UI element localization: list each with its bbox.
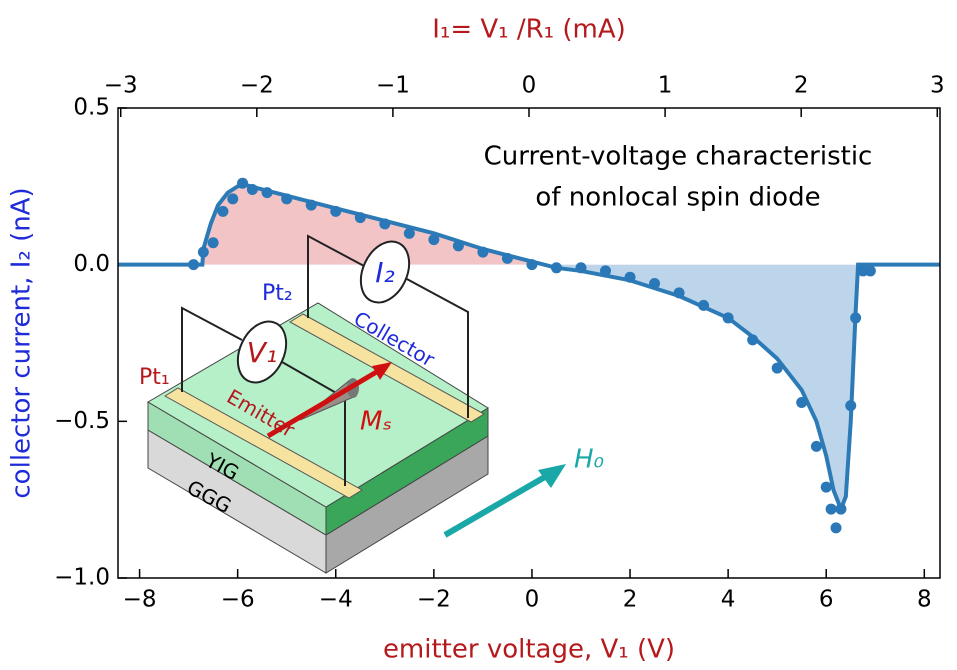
- y-tick-label: −1.0: [54, 565, 110, 591]
- inset-label: V₁: [247, 336, 277, 369]
- y-tick-label: 0.0: [73, 251, 110, 277]
- data-point: [330, 206, 341, 217]
- x-tick-label: 6: [819, 587, 834, 613]
- page: {"chart_data": { "type": "scatter", "tit…: [0, 0, 957, 670]
- data-point: [208, 237, 219, 248]
- y-tick-label: 0.5: [73, 95, 110, 121]
- x-tick-label: 4: [721, 587, 736, 613]
- data-point: [217, 206, 228, 217]
- data-point: [625, 272, 636, 283]
- data-point: [198, 247, 209, 258]
- data-point: [237, 178, 248, 189]
- x-tick-label: −2: [417, 587, 451, 613]
- y-tick-label: −0.5: [54, 408, 110, 434]
- data-point: [526, 259, 537, 270]
- inset-label: I₂: [375, 256, 394, 289]
- data-point: [747, 334, 758, 345]
- data-point: [831, 522, 842, 533]
- data-point: [281, 193, 292, 204]
- x2-axis-label: I₁= V₁ /R₁ (mA): [432, 15, 626, 45]
- inset-label: Pt₁: [139, 365, 170, 390]
- x2-tick-label: 1: [658, 73, 673, 99]
- inset-label: Pt₂: [262, 281, 293, 306]
- data-point: [502, 253, 513, 264]
- data-point: [674, 287, 685, 298]
- data-point: [772, 363, 783, 374]
- data-point: [649, 278, 660, 289]
- x2-tick-label: 0: [522, 73, 537, 99]
- x2-tick-label: −2: [240, 73, 274, 99]
- data-point: [379, 218, 390, 229]
- data-point: [453, 240, 464, 251]
- data-point: [404, 228, 415, 239]
- device-inset: Pt₁ Pt₂ V₁ I₂ Collector Emitter Mₛ YIG G…: [139, 234, 605, 573]
- x2-tick-label: −1: [376, 73, 410, 99]
- data-point: [796, 397, 807, 408]
- x2-tick-label: 2: [794, 73, 809, 99]
- data-point: [865, 265, 876, 276]
- data-point: [826, 504, 837, 515]
- x-tick-label: −4: [319, 587, 353, 613]
- data-point: [306, 200, 317, 211]
- x-tick-label: 8: [917, 587, 932, 613]
- x-tick-label: −6: [221, 587, 255, 613]
- x2-tick-label: 3: [930, 73, 945, 99]
- data-point: [723, 312, 734, 323]
- data-point: [845, 400, 856, 411]
- x-axis-label: emitter voltage, V₁ (V): [383, 635, 675, 665]
- data-point: [575, 262, 586, 273]
- chart: Pt₁ Pt₂ V₁ I₂ Collector Emitter Mₛ YIG G…: [0, 0, 957, 670]
- data-point: [811, 441, 822, 452]
- data-point: [227, 193, 238, 204]
- inset-label: H₀: [574, 445, 605, 475]
- y-axis-label: collector current, I₂ (nA): [7, 187, 37, 498]
- data-point: [428, 234, 439, 245]
- data-point: [551, 262, 562, 273]
- data-point: [355, 212, 366, 223]
- chart-title: of nonlocal spin diode: [535, 183, 820, 213]
- data-point: [262, 187, 273, 198]
- data-point: [247, 184, 258, 195]
- x-tick-label: −8: [123, 587, 157, 613]
- data-point: [821, 482, 832, 493]
- x-tick-label: 0: [525, 587, 540, 613]
- inset-label: Mₛ: [360, 407, 392, 437]
- data-point: [835, 504, 846, 515]
- data-point: [850, 312, 861, 323]
- data-point: [477, 247, 488, 258]
- data-point: [188, 259, 199, 270]
- x-tick-label: 2: [623, 587, 638, 613]
- data-point: [698, 300, 709, 311]
- data-point: [600, 265, 611, 276]
- chart-title: Current-voltage characteristic: [484, 142, 873, 172]
